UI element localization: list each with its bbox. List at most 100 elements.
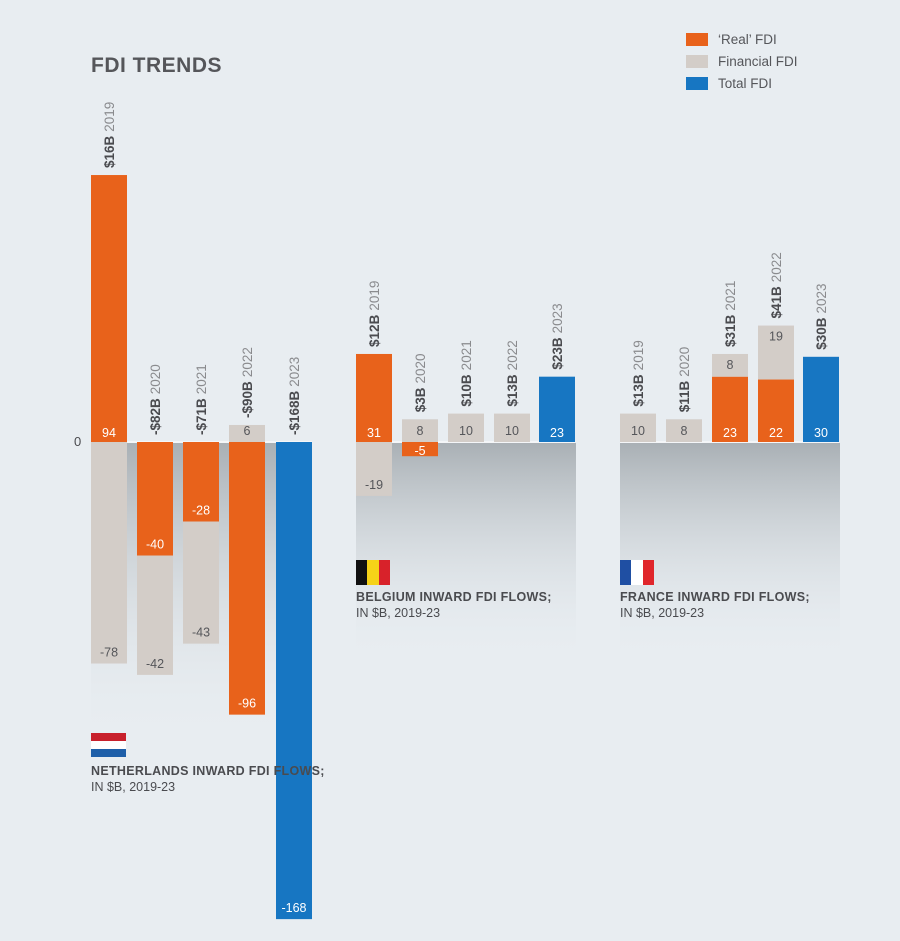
- bar-value-label: 8: [681, 424, 688, 438]
- bar-realfdi-2021: [183, 442, 219, 522]
- year-label: 2019: [631, 340, 646, 370]
- bar-realfdi-2022: [758, 379, 794, 442]
- bar-value-label: -42: [146, 657, 164, 671]
- legend-label: Financial FDI: [718, 53, 798, 69]
- legend-swatch-total-fdi: [686, 76, 708, 90]
- bar-value-label: -78: [100, 646, 118, 660]
- legend-swatch-financial-fdi: [686, 54, 708, 68]
- bar-realfdi-2019: [91, 175, 127, 443]
- year-label: 2020: [677, 347, 692, 377]
- total-value: $13B: [505, 374, 520, 407]
- bar-financialfdi-2020: [137, 555, 173, 675]
- total-label-2022: $41B 2022: [769, 252, 784, 318]
- france-flag-icon: [620, 560, 654, 585]
- total-value: -$82B: [148, 398, 163, 435]
- bar-value-label: 23: [723, 426, 737, 440]
- bar-value-label: -28: [192, 504, 210, 518]
- bar-financialfdi-2019: [356, 442, 392, 496]
- total-label-2019: $13B 2019: [631, 340, 646, 406]
- netherlands-flag-icon: [91, 733, 126, 757]
- total-label-2022: -$90B 2022: [240, 347, 255, 418]
- total-value: $12B: [367, 314, 382, 347]
- bar-value-label: 30: [814, 426, 828, 440]
- france-panel-title: FRANCE INWARD FDI FLOWS; IN $B, 2019-23: [620, 589, 810, 621]
- total-label-2023: -$168B 2023: [287, 357, 302, 435]
- belgium-title: BELGIUM INWARD FDI FLOWS;: [356, 590, 552, 604]
- total-value: $31B: [723, 314, 738, 347]
- legend-item-real-fdi: ‘Real’ FDI: [686, 28, 798, 50]
- bar-financialfdi-2022: [229, 424, 265, 442]
- total-label-2020: $3B 2020: [413, 353, 428, 412]
- year-label: 2023: [287, 357, 302, 387]
- bar-value-label: -40: [146, 538, 164, 552]
- bar-financialfdi-2019: [620, 413, 656, 442]
- total-label-2020: $11B 2020: [677, 347, 692, 413]
- france-title: FRANCE INWARD FDI FLOWS;: [620, 590, 810, 604]
- total-label-2023: $23B 2023: [550, 303, 565, 369]
- bar-value-label: 10: [459, 424, 473, 438]
- total-label-2020: -$82B 2020: [148, 364, 163, 435]
- bar-financialfdi-2021: [448, 413, 484, 442]
- year-label: 2020: [413, 353, 428, 383]
- panel-france: 10 $13B 2019 8 $11B 2020 23 8 $31B 2021 22 19 $41B 20…: [620, 252, 840, 663]
- total-value: $30B: [814, 317, 829, 350]
- france-subtitle: IN $B, 2019-23: [620, 606, 705, 620]
- bar-totalfdi-2023: [539, 376, 575, 442]
- panel-belgium: 31 -19 $12B 2019 -5 8 $3B 2020 10 $10B 2021 10 $13B 2…: [356, 281, 576, 663]
- bar-financialfdi-2022: [758, 325, 794, 380]
- legend-swatch-real-fdi: [686, 32, 708, 46]
- bar-value-label: 19: [769, 330, 783, 344]
- bar-value-label: 8: [417, 424, 424, 438]
- year-label: 2021: [194, 364, 209, 394]
- panel-netherlands: 94 -78 $16B 2019 -40 -42 -$82B 2020 -28 -43 -$71B 2…: [91, 102, 312, 920]
- total-label-2022: $13B 2022: [505, 340, 520, 406]
- total-value: $41B: [769, 286, 784, 319]
- zero-axis-label: 0: [74, 434, 82, 449]
- bar-value-label: 6: [244, 424, 251, 438]
- bar-totalfdi-2023: [803, 356, 839, 442]
- legend-label: ‘Real’ FDI: [718, 31, 777, 47]
- bar-realfdi-2021: [712, 376, 748, 442]
- total-label-2019: $16B 2019: [102, 102, 117, 168]
- netherlands-panel-title: NETHERLANDS INWARD FDI FLOWS; IN $B, 201…: [91, 763, 325, 795]
- year-label: 2021: [459, 340, 474, 370]
- bar-value-label: 31: [367, 426, 381, 440]
- year-label: 2019: [102, 102, 117, 132]
- total-value: $13B: [631, 374, 646, 407]
- bar-financialfdi-2021: [712, 353, 748, 377]
- year-label: 2021: [723, 281, 738, 311]
- bar-value-label: 10: [505, 424, 519, 438]
- bar-realfdi-2022: [229, 442, 265, 715]
- year-label: 2022: [240, 347, 255, 377]
- netherlands-title: NETHERLANDS INWARD FDI FLOWS;: [91, 764, 325, 778]
- year-label: 2023: [814, 283, 829, 313]
- year-label: 2020: [148, 364, 163, 394]
- bar-value-label: 10: [631, 424, 645, 438]
- bar-value-label: -43: [192, 626, 210, 640]
- bar-value-label: -96: [238, 697, 256, 711]
- bar-value-label: -168: [281, 901, 306, 915]
- bar-realfdi-2020: [137, 442, 173, 556]
- total-label-2023: $30B 2023: [814, 283, 829, 349]
- bar-financialfdi-2020: [666, 419, 702, 442]
- total-label-2019: $12B 2019: [367, 281, 382, 347]
- legend-item-total-fdi: Total FDI: [686, 72, 798, 94]
- bar-financialfdi-2020: [402, 419, 438, 442]
- year-label: 2019: [367, 281, 382, 311]
- bar-financialfdi-2021: [183, 521, 219, 644]
- belgium-subtitle: IN $B, 2019-23: [356, 606, 441, 620]
- total-label-2021: $31B 2021: [723, 281, 738, 347]
- total-label-2021: -$71B 2021: [194, 364, 209, 435]
- year-label: 2023: [550, 303, 565, 333]
- year-label: 2022: [769, 252, 784, 282]
- legend-item-financial-fdi: Financial FDI: [686, 50, 798, 72]
- total-value: $16B: [102, 136, 117, 169]
- total-value: -$168B: [287, 390, 302, 435]
- bar-value-label: 94: [102, 426, 116, 440]
- year-label: 2022: [505, 340, 520, 370]
- bar-financialfdi-2022: [494, 413, 530, 442]
- bar-realfdi-2020: [402, 442, 438, 457]
- negative-area-shade: [356, 443, 576, 663]
